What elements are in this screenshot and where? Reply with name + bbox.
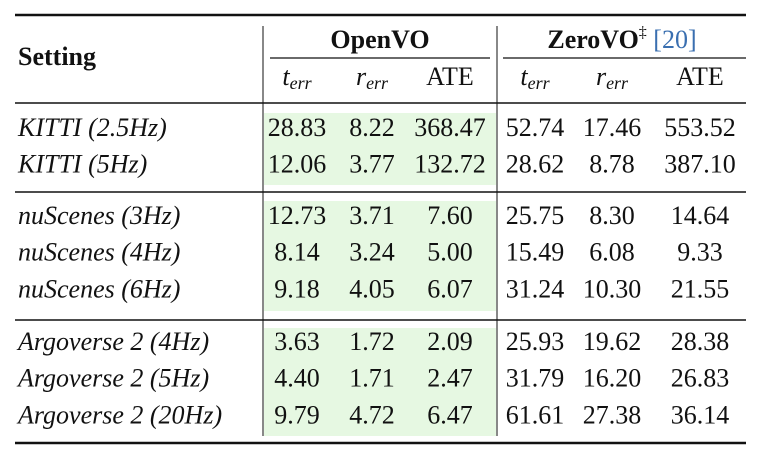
column-subscript: err: [606, 73, 629, 93]
cell-value: 25.93: [506, 327, 565, 356]
column-symbol: r: [356, 62, 367, 91]
group-name: ZeroVO: [547, 25, 638, 54]
cell-value: 368.47: [414, 113, 486, 142]
row-setting: KITTI (5Hz): [17, 150, 147, 179]
highlight: [264, 113, 496, 185]
cell-value: 9.33: [677, 238, 723, 267]
cell-value: 25.75: [506, 201, 565, 230]
cell-value: 31.24: [506, 274, 565, 303]
row-setting: Argoverse 2 (20Hz): [16, 400, 222, 429]
group-header: OpenVO: [330, 25, 429, 54]
cell-value: 6.07: [427, 274, 473, 303]
cell-value: 28.38: [671, 327, 730, 356]
cell-value: 3.63: [274, 327, 320, 356]
highlight: [264, 328, 496, 436]
cell-value: 553.52: [664, 113, 736, 142]
cell-value: 2.47: [427, 364, 473, 393]
group-mark: ‡: [639, 24, 647, 41]
row-setting: nuScenes (6Hz): [18, 274, 180, 303]
cell-value: 8.14: [274, 238, 320, 267]
cell-value: 5.00: [427, 238, 473, 267]
column-header: rerr: [356, 62, 389, 93]
cell-value: 9.18: [274, 274, 320, 303]
cell-value: 9.79: [274, 400, 320, 429]
cell-value: 4.72: [349, 400, 395, 429]
column-subscript: err: [366, 73, 389, 93]
cell-value: 7.60: [427, 201, 473, 230]
highlight: [264, 201, 496, 311]
row-setting: Argoverse 2 (4Hz): [16, 327, 209, 356]
cell-value: 6.08: [589, 238, 635, 267]
cell-value: 16.20: [583, 364, 642, 393]
cell-value: 1.71: [349, 364, 395, 393]
setting-header: Setting: [18, 42, 96, 71]
column-symbol: r: [596, 62, 607, 91]
cell-value: 8.78: [589, 150, 635, 179]
cell-value: 14.64: [671, 201, 730, 230]
column-subscript: err: [528, 73, 551, 93]
row-setting: KITTI (2.5Hz): [17, 113, 167, 142]
cell-value: 4.05: [349, 274, 395, 303]
column-header: terr: [520, 62, 550, 93]
cell-value: 387.10: [664, 150, 736, 179]
cell-value: 31.79: [506, 364, 565, 393]
cell-value: 2.09: [427, 327, 473, 356]
cell-value: 8.30: [589, 201, 635, 230]
row-setting: nuScenes (3Hz): [18, 201, 180, 230]
column-header: ATE: [426, 62, 474, 91]
column-name: ATE: [676, 62, 724, 91]
cell-value: 1.72: [349, 327, 395, 356]
cell-value: 17.46: [583, 113, 642, 142]
cell-value: 19.62: [583, 327, 642, 356]
cell-value: 26.83: [671, 364, 730, 393]
row-setting: nuScenes (4Hz): [18, 238, 180, 267]
column-header: ATE: [676, 62, 724, 91]
cell-value: 3.77: [349, 150, 395, 179]
cell-value: 15.49: [506, 238, 565, 267]
cell-value: 12.06: [268, 150, 327, 179]
cell-value: 3.71: [349, 201, 395, 230]
group-header: ZeroVO‡ [20]: [547, 24, 696, 54]
cell-value: 21.55: [671, 274, 730, 303]
column-symbol: t: [520, 62, 528, 91]
column-subscript: err: [290, 73, 313, 93]
column-header: terr: [282, 62, 312, 93]
cell-value: 4.40: [274, 364, 320, 393]
cell-value: 3.24: [349, 238, 395, 267]
column-header: rerr: [596, 62, 629, 93]
cell-value: 28.83: [268, 113, 327, 142]
row-setting: Argoverse 2 (5Hz): [16, 364, 209, 393]
cell-value: 27.38: [583, 400, 642, 429]
column-name: ATE: [426, 62, 474, 91]
cell-value: 6.47: [427, 400, 473, 429]
group-name: OpenVO: [330, 25, 429, 54]
cell-value: 132.72: [414, 150, 486, 179]
cell-value: 61.61: [506, 400, 565, 429]
cell-value: 10.30: [583, 274, 642, 303]
group-ref: [20]: [653, 25, 696, 54]
cell-value: 52.74: [506, 113, 565, 142]
cell-value: 36.14: [671, 400, 730, 429]
cell-value: 28.62: [506, 150, 565, 179]
column-symbol: t: [282, 62, 290, 91]
cell-value: 12.73: [268, 201, 327, 230]
cell-value: 8.22: [349, 113, 395, 142]
